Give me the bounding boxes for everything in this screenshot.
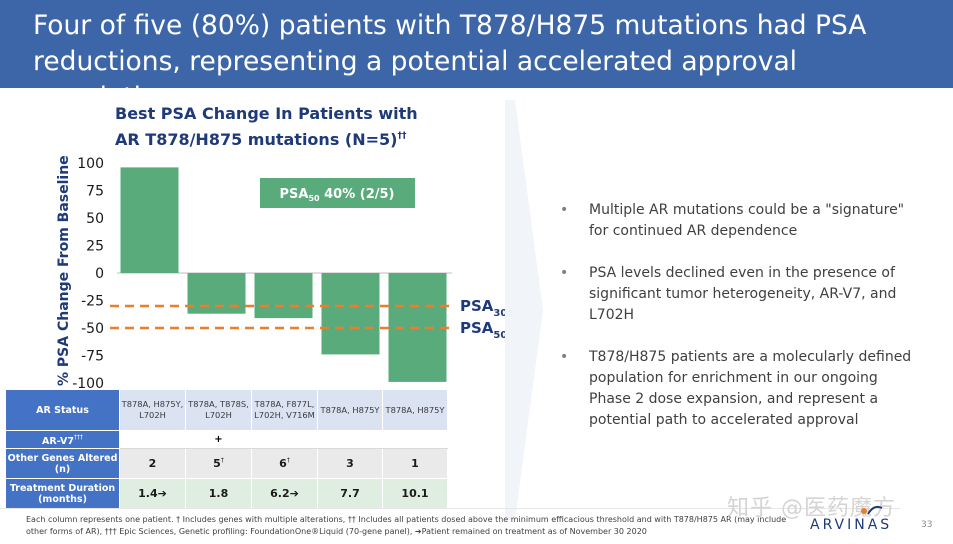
bar [120,167,179,273]
chart-title-line1: Best PSA Change In Patients with [115,104,418,123]
company-logo: ARVINAS [810,517,893,533]
table-cell [119,430,186,449]
bullet-text: PSA levels declined even in the presence… [589,265,897,323]
chart-title-sup: †† [397,131,407,141]
bullet-item: • PSA levels declined even in the presenc… [560,263,920,326]
table-cell: + [185,430,252,449]
psa50-annotation-box [260,178,415,208]
table-row-ar-status: AR Status T878A, H875Y, L702H T878A, T87… [5,389,448,431]
key-findings-list: • Multiple AR mutations could be a "signa… [560,200,920,452]
slide-title: Four of five (80%) patients with T878/H8… [33,10,867,113]
table-cell: T878A, T878S, L702H [185,389,252,431]
table-cell: T878A, F877L, L702H, V716M [251,389,318,431]
bullet-text: T878/H875 patients are a molecularly def… [589,349,912,428]
table-row-ar-v7: AR-V7††† + [5,430,448,449]
y-tick-label: -75 [81,349,104,365]
row-header-sup: ††† [73,434,83,441]
bullet-item: • Multiple AR mutations could be a "signa… [560,200,920,242]
row-header-text: AR-V7 [42,436,74,447]
y-tick-label: 0 [95,266,104,282]
bar [321,273,380,355]
threshold-label: PSA30 [460,297,507,319]
table-cell: 1.4➔ [119,478,186,509]
y-tick-label: 25 [86,239,104,255]
bullet-text: Multiple AR mutations could be a "signat… [589,202,905,239]
table-cell: 3 [317,448,383,479]
psa50-annotation-text: PSA50 40% (2/5) [280,187,395,203]
footer-divider [0,508,900,509]
row-header: AR-V7††† [5,430,120,449]
table-cell [382,430,448,449]
table-cell [317,430,383,449]
page-number: 33 [921,520,933,530]
row-header: Treatment Duration (months) [5,478,120,509]
table-cell: 1 [382,448,448,479]
table-row-treatment-duration: Treatment Duration (months) 1.4➔ 1.8 6.2… [5,478,448,509]
chevron-divider-icon [505,100,543,520]
y-tick-label: 100 [77,156,104,172]
footnote: Each column represents one patient. † In… [26,515,787,536]
table-row-other-genes: Other Genes Altered (n) 2 5† 6† 3 1 [5,448,448,479]
threshold-label: PSA50 [460,319,507,341]
arvinas-logo-icon [861,505,883,515]
y-tick-label: -25 [81,294,104,310]
patient-table: AR Status T878A, H875Y, L702H T878A, T87… [5,389,448,509]
table-cell: T878A, H875Y [382,389,448,431]
y-tick-label: 50 [86,211,104,227]
bullet-item: • T878/H875 patients are a molecularly de… [560,347,920,431]
watermark: 知乎 @医药魔方 [727,496,896,521]
table-cell: 5† [185,448,252,479]
table-cell: 7.7 [317,478,383,509]
row-header: Other Genes Altered (n) [5,448,120,479]
y-tick-label: 75 [86,184,104,200]
chart-title-line2: AR T878/H875 mutations (N=5) [115,130,398,149]
bullet-icon: • [560,265,569,281]
table-cell: 1.8 [185,478,252,509]
table-cell [251,430,318,449]
table-cell: 10.1 [382,478,448,509]
bar [187,273,246,314]
chart-title: Best PSA Change In Patients with AR T878… [115,103,445,151]
y-tick-label: -50 [81,321,104,337]
table-cell: 6.2➔ [251,478,318,509]
table-cell: T878A, H875Y [317,389,383,431]
row-header: AR Status [5,389,120,431]
bullet-icon: • [560,202,569,218]
title-bar: Four of five (80%) patients with T878/H8… [0,0,953,113]
table-cell: 2 [119,448,186,479]
bullet-icon: • [560,349,569,365]
y-tick-label: -100 [72,376,104,392]
table-cell: T878A, H875Y, L702H [119,389,186,431]
table-cell: 6† [251,448,318,479]
bar [254,273,313,319]
